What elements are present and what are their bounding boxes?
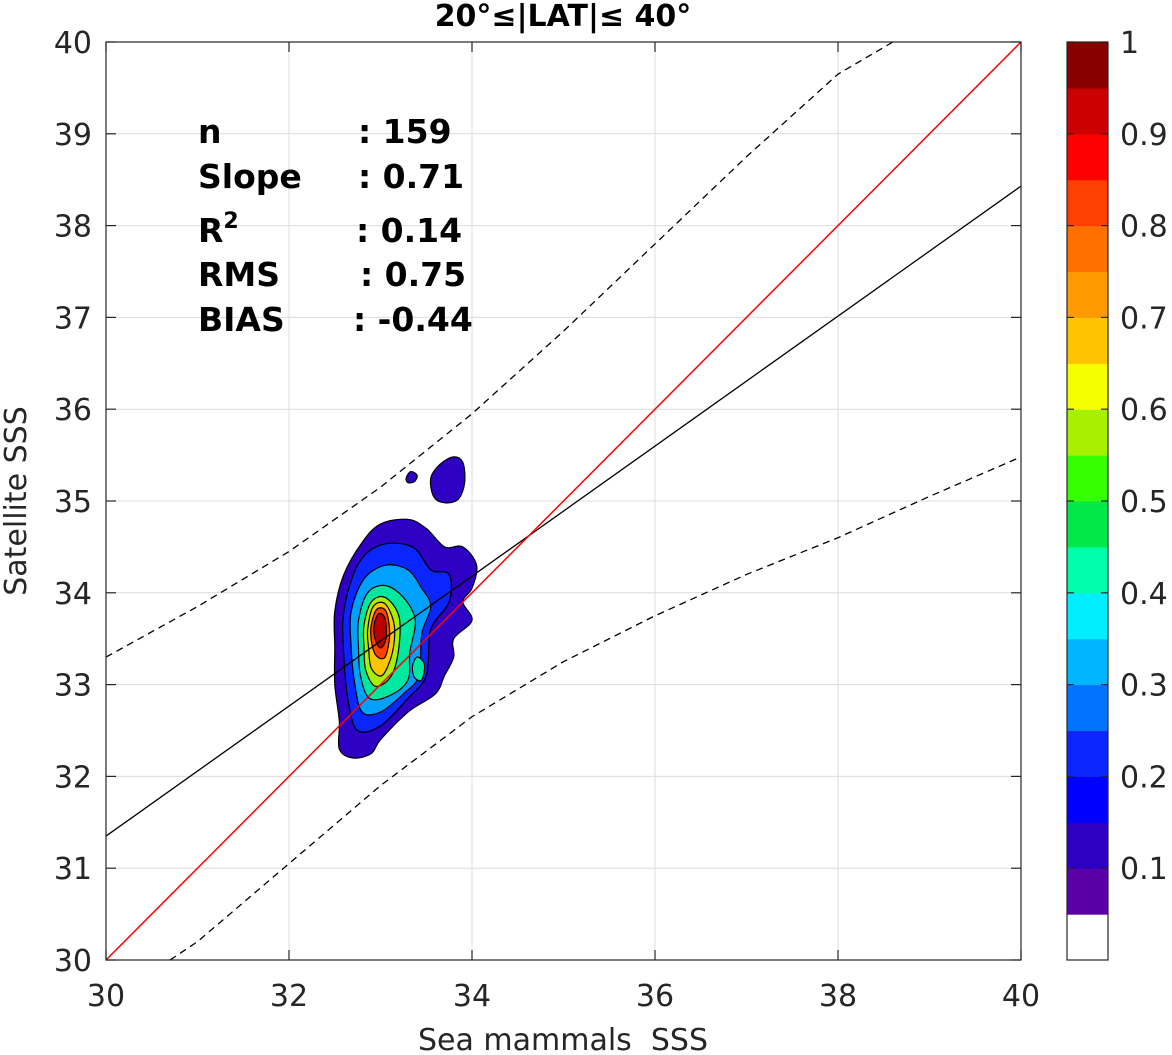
colorbar-swatch (1067, 684, 1108, 732)
y-tick-label: 38 (54, 210, 92, 245)
axis-ticks: 30 32 34 36 38 40 30 31 32 33 34 35 36 37 38 39 40 (54, 26, 1040, 1014)
stat-value: : 159 (358, 112, 452, 151)
density-contour (405, 470, 418, 484)
lower-confidence-line (169, 456, 1021, 960)
density-contour (411, 656, 426, 682)
colorbar-swatch (1067, 179, 1108, 227)
y-tick-label: 32 (54, 760, 92, 795)
grid-lines (106, 42, 1021, 960)
colorbar-swatch (1067, 914, 1108, 961)
colorbar-tick-label: 0.4 (1120, 577, 1168, 612)
colorbar-swatch (1067, 592, 1108, 640)
colorbar-swatch (1067, 776, 1108, 823)
x-tick-label: 30 (87, 979, 125, 1014)
colorbar-swatch (1067, 638, 1108, 686)
colorbar-tick-label: 0.5 (1120, 485, 1168, 520)
y-tick-label: 33 (54, 669, 92, 704)
colorbar-swatch (1067, 225, 1108, 273)
y-tick-label: 40 (54, 26, 92, 61)
colorbar-tick-label: 0.6 (1120, 393, 1168, 428)
colorbar-swatch (1067, 409, 1108, 456)
colorbar-tick-label: 0.1 (1120, 852, 1168, 887)
y-tick-label: 36 (54, 393, 92, 428)
reference-lines (106, 42, 1021, 960)
colorbar: 0.1 0.2 0.3 0.4 0.5 0.6 0.7 0.8 0.9 1 (1066, 26, 1168, 961)
colorbar-swatch (1067, 317, 1108, 364)
x-tick-label: 34 (453, 979, 491, 1014)
stat-label: RMS (198, 255, 280, 294)
stat-value: : -0.44 (353, 300, 473, 339)
chart-title: 20°≤|LAT|≤ 40° (435, 0, 692, 34)
x-tick-label: 36 (636, 979, 674, 1014)
stats-annotation: n : 159 Slope : 0.71 R2 : 0.14 RMS : 0.75 BIAS : … (198, 112, 473, 339)
stat-label: n (198, 112, 222, 151)
colorbar-swatch (1067, 271, 1108, 318)
y-tick-label: 31 (54, 852, 92, 887)
colorbar-swatch (1067, 363, 1108, 410)
x-tick-label: 40 (1002, 979, 1040, 1014)
y-tick-label: 30 (54, 944, 92, 979)
colorbar-tick-label: 0.9 (1120, 118, 1168, 153)
stat-value: : 0.71 (358, 157, 464, 196)
upper-confidence-line (106, 42, 894, 658)
density-contour (429, 456, 466, 504)
colorbar-tick-label: 0.8 (1120, 210, 1168, 245)
one-to-one-line (106, 42, 1021, 960)
y-tick-label: 37 (54, 301, 92, 336)
stat-value: : 0.75 (360, 255, 466, 294)
density-contours (333, 456, 478, 759)
stat-label: BIAS (198, 300, 285, 339)
colorbar-tick-label: 0.2 (1120, 760, 1168, 795)
colorbar-swatch (1067, 501, 1108, 548)
colorbar-tick-label: 0.7 (1120, 301, 1168, 336)
colorbar-swatch (1067, 868, 1108, 915)
colorbar-swatch (1067, 822, 1108, 869)
y-tick-label: 34 (54, 577, 92, 612)
y-axis-label: Satellite SSS (0, 406, 34, 596)
x-tick-label: 38 (819, 979, 857, 1014)
colorbar-tick-label: 1 (1120, 26, 1139, 61)
x-tick-label: 32 (270, 979, 308, 1014)
colorbar-swatch (1067, 730, 1108, 777)
regression-fit-line (106, 185, 1021, 837)
stat-value: : 0.14 (356, 211, 462, 250)
colorbar-swatch (1067, 87, 1108, 135)
colorbar-swatch (1067, 546, 1108, 594)
colorbar-swatch (1067, 42, 1108, 89)
stat-label: R2 (198, 209, 239, 250)
x-axis-label: Sea mammals SSS (418, 1023, 708, 1055)
colorbar-swatch (1067, 455, 1108, 502)
stat-label: Slope (198, 157, 302, 196)
colorbar-tick-label: 0.3 (1120, 669, 1168, 704)
colorbar-swatch (1067, 133, 1108, 181)
y-tick-label: 35 (54, 485, 92, 520)
y-tick-label: 39 (54, 118, 92, 153)
